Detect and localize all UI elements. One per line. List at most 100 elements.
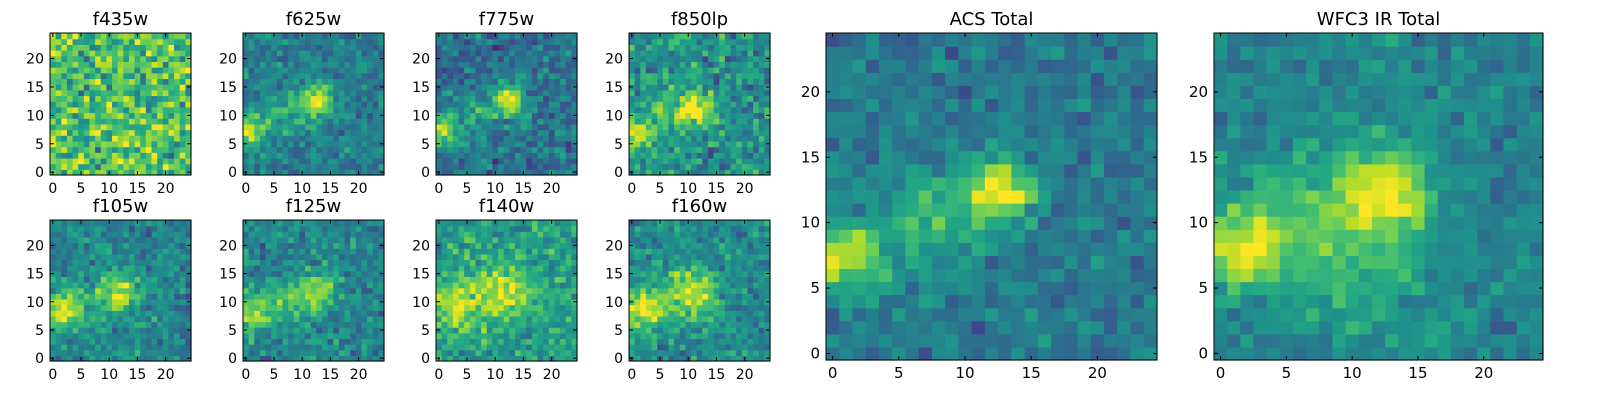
heatmap-cell xyxy=(293,84,300,91)
heatmap-cell xyxy=(265,152,272,159)
heatmap-cell xyxy=(100,78,107,85)
heatmap-cell xyxy=(299,293,306,300)
heatmap-cell xyxy=(100,61,107,68)
heatmap-cell xyxy=(248,304,255,311)
heatmap-cell xyxy=(293,231,300,238)
heatmap-cell xyxy=(554,344,561,351)
heatmap-cell xyxy=(629,349,636,356)
heatmap-cell xyxy=(498,248,505,255)
heatmap-cell xyxy=(447,84,454,91)
heatmap-cell xyxy=(327,315,334,323)
heatmap-cell xyxy=(447,67,454,74)
heatmap-cell xyxy=(100,248,107,255)
heatmap-cell xyxy=(492,231,499,238)
heatmap-cell xyxy=(355,338,363,345)
heatmap-cell xyxy=(498,78,505,85)
heatmap-cell xyxy=(299,259,306,266)
heatmap-cell xyxy=(469,146,477,153)
heatmap-cell xyxy=(685,327,692,334)
heatmap-cell xyxy=(128,38,136,45)
heatmap-cell xyxy=(436,259,443,266)
heatmap-cell xyxy=(265,140,272,148)
heatmap-cell xyxy=(350,321,357,328)
heatmap-cell xyxy=(486,78,493,85)
heatmap-cell xyxy=(151,118,158,125)
heatmap-cell xyxy=(719,61,726,68)
heatmap-cell xyxy=(640,112,647,119)
heatmap-cell xyxy=(112,44,119,51)
heatmap-cell xyxy=(565,344,572,351)
heatmap-cell xyxy=(447,112,454,119)
heatmap-cell xyxy=(350,101,357,108)
heatmap-cell xyxy=(367,67,374,74)
heatmap-cell xyxy=(526,146,533,153)
heatmap-cell xyxy=(537,112,544,119)
heatmap-cell xyxy=(526,55,533,62)
heatmap-cell xyxy=(702,106,709,114)
heatmap-cell xyxy=(168,55,175,62)
heatmap-cell xyxy=(338,248,346,255)
heatmap-cell xyxy=(100,315,107,323)
heatmap-cell xyxy=(458,78,465,85)
heatmap-cell xyxy=(537,225,544,232)
heatmap-cell xyxy=(310,38,317,45)
heatmap-cell xyxy=(134,146,141,153)
heatmap-cell xyxy=(481,265,488,272)
heatmap-cell xyxy=(338,146,346,153)
heatmap-cell xyxy=(299,55,306,62)
heatmap-cell xyxy=(140,44,147,51)
heatmap-cell xyxy=(724,163,732,170)
heatmap-cell xyxy=(707,293,715,300)
heatmap-cell xyxy=(50,135,57,142)
heatmap-cell xyxy=(691,276,698,283)
heatmap-cell xyxy=(378,315,385,323)
heatmap-cell xyxy=(543,95,550,102)
heatmap-cell xyxy=(185,50,192,57)
heatmap-cell xyxy=(112,106,119,114)
heatmap-cell xyxy=(254,287,261,294)
heatmap-cell xyxy=(719,106,726,114)
heatmap-cell xyxy=(276,112,284,119)
heatmap-cell xyxy=(492,310,499,317)
heatmap-cell xyxy=(78,327,85,334)
heatmap-cell xyxy=(89,287,96,294)
heatmap-cell xyxy=(179,276,186,283)
heatmap-cell xyxy=(78,253,85,261)
heatmap-cell xyxy=(128,84,136,91)
heatmap-cell xyxy=(543,293,550,300)
heatmap-cell xyxy=(95,220,102,227)
heatmap-cell xyxy=(378,220,385,227)
heatmap-cell xyxy=(100,355,107,362)
heatmap-cell xyxy=(145,61,153,68)
y-tick-label: 15 xyxy=(219,267,237,283)
heatmap-cell xyxy=(66,95,74,102)
heatmap-cell xyxy=(55,270,62,277)
heatmap-cell xyxy=(174,344,181,351)
heatmap-cell xyxy=(458,327,465,334)
heatmap-cell xyxy=(321,157,329,165)
heatmap-cell xyxy=(662,140,670,148)
heatmap-cell xyxy=(724,287,732,294)
heatmap-cell xyxy=(464,140,471,148)
heatmap-cell xyxy=(441,315,448,323)
heatmap-cell xyxy=(248,231,255,238)
heatmap-cell xyxy=(447,355,454,362)
heatmap-cell xyxy=(367,253,374,261)
heatmap-cell xyxy=(89,253,96,261)
x-tick-label: 5 xyxy=(270,181,279,197)
heatmap-cell xyxy=(696,38,703,45)
heatmap-cell xyxy=(55,265,62,272)
heatmap-cell xyxy=(100,112,107,119)
heatmap-cell xyxy=(571,293,578,300)
heatmap-cell xyxy=(554,129,561,136)
heatmap-cell xyxy=(134,140,141,148)
heatmap-cell xyxy=(724,123,732,131)
heatmap-cell xyxy=(128,72,136,80)
heatmap-cell xyxy=(554,163,561,170)
heatmap-cell xyxy=(543,129,550,136)
heatmap-cell xyxy=(498,304,505,311)
heatmap-cell xyxy=(514,349,522,356)
heatmap-cell xyxy=(66,236,74,244)
heatmap-cell xyxy=(106,72,113,80)
heatmap-cell xyxy=(174,72,181,80)
